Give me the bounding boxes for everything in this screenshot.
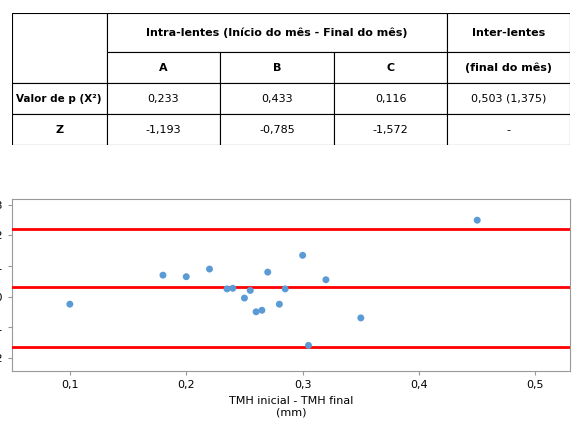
Bar bbox=[448, 114, 570, 146]
Bar bbox=[107, 114, 220, 146]
Point bbox=[158, 272, 168, 279]
Text: 0,433: 0,433 bbox=[261, 94, 293, 104]
Point bbox=[356, 314, 365, 321]
Point bbox=[304, 342, 313, 349]
Bar bbox=[12, 13, 107, 83]
Text: Z: Z bbox=[55, 125, 63, 135]
Text: A: A bbox=[159, 63, 168, 73]
Text: -1,572: -1,572 bbox=[373, 125, 409, 135]
Bar bbox=[334, 83, 448, 114]
Point bbox=[257, 307, 267, 314]
Point bbox=[275, 301, 284, 308]
Point bbox=[251, 308, 261, 315]
Point bbox=[65, 301, 74, 308]
Point bbox=[473, 217, 482, 224]
Bar bbox=[220, 52, 334, 83]
Text: 0,233: 0,233 bbox=[148, 94, 179, 104]
Bar bbox=[107, 52, 220, 83]
Bar bbox=[107, 83, 220, 114]
Point bbox=[321, 276, 331, 283]
Point bbox=[205, 266, 214, 273]
Text: (final do mês): (final do mês) bbox=[466, 62, 552, 73]
Text: -: - bbox=[507, 125, 511, 135]
Bar bbox=[334, 52, 448, 83]
Point bbox=[263, 269, 272, 276]
Text: 0,116: 0,116 bbox=[375, 94, 406, 104]
Text: C: C bbox=[386, 63, 395, 73]
Point bbox=[246, 287, 255, 294]
Point bbox=[228, 285, 237, 292]
Point bbox=[222, 286, 232, 292]
Bar bbox=[448, 52, 570, 83]
Bar bbox=[12, 114, 107, 146]
Text: 0,503 (1,375): 0,503 (1,375) bbox=[471, 94, 546, 104]
Bar bbox=[220, 114, 334, 146]
Text: -1,193: -1,193 bbox=[146, 125, 181, 135]
Text: Valor de p (X²): Valor de p (X²) bbox=[16, 94, 102, 104]
Text: Inter-lentes: Inter-lentes bbox=[472, 27, 545, 38]
Text: -0,785: -0,785 bbox=[259, 125, 295, 135]
X-axis label: TMH inicial - TMH final
(mm): TMH inicial - TMH final (mm) bbox=[229, 396, 353, 417]
Text: Intra-lentes (Início do mês - Final do mês): Intra-lentes (Início do mês - Final do m… bbox=[146, 27, 408, 38]
Point bbox=[182, 273, 191, 280]
Bar bbox=[448, 13, 570, 52]
Bar bbox=[220, 83, 334, 114]
Point bbox=[240, 295, 249, 301]
Text: B: B bbox=[273, 63, 281, 73]
Point bbox=[281, 286, 290, 292]
Bar bbox=[448, 83, 570, 114]
Point bbox=[298, 252, 307, 259]
Bar bbox=[12, 83, 107, 114]
Bar bbox=[334, 114, 448, 146]
Bar bbox=[107, 13, 448, 52]
